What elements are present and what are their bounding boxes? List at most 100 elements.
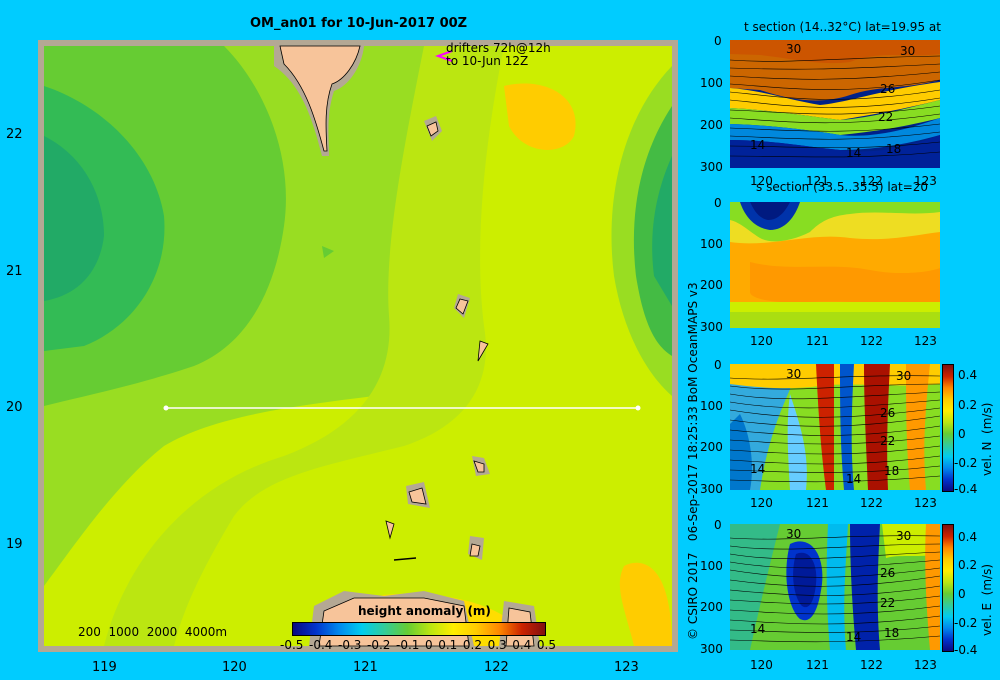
panel-n-xtick: 120 bbox=[750, 496, 773, 510]
panel-e-xtick: 120 bbox=[750, 658, 773, 672]
panel-e-label: 26 bbox=[880, 566, 896, 580]
panel-t-label: 30 bbox=[786, 42, 802, 56]
panel-e-ytick: 200 bbox=[700, 600, 723, 614]
panel-s-xtick: 120 bbox=[750, 334, 773, 348]
cbar-tick: 0.2 bbox=[462, 638, 482, 652]
height-colorbar bbox=[292, 622, 546, 636]
panel-t-xtick: 120 bbox=[750, 174, 773, 188]
panel-n-label: 14 bbox=[750, 462, 766, 476]
vel-e-cbar-tick: 0.4 bbox=[958, 530, 978, 544]
panel-e-xtick: 122 bbox=[860, 658, 883, 672]
velocity-north-section bbox=[729, 364, 941, 490]
panel-s-ytick: 0 bbox=[714, 196, 722, 210]
panel-e-label: 14 bbox=[750, 622, 766, 636]
cbar-tick: 0.3 bbox=[487, 638, 507, 652]
panel-t-ytick: 0 bbox=[714, 34, 722, 48]
panel-n-xtick: 121 bbox=[806, 496, 829, 510]
lat-tick-19: 19 bbox=[6, 537, 23, 552]
panel-n-xtick: 123 bbox=[914, 496, 937, 510]
height-anomaly-map bbox=[38, 40, 678, 652]
panel-s-ytick: 300 bbox=[700, 320, 723, 334]
panel-t-label: 18 bbox=[886, 142, 902, 156]
cbar-tick: 0.4 bbox=[512, 638, 532, 652]
panel-e-label: 30 bbox=[896, 529, 912, 543]
panel-n-ytick: 100 bbox=[700, 399, 723, 413]
cbar-tick: -0.5 bbox=[280, 638, 304, 652]
vel-e-colorbar-label: vel. E (m/s) bbox=[980, 563, 994, 636]
panel-n-label: 30 bbox=[896, 369, 912, 383]
panel-n-ytick: 200 bbox=[700, 440, 723, 454]
panel-n-label: 22 bbox=[880, 434, 896, 448]
vel-n-cbar-tick: 0 bbox=[958, 427, 966, 441]
panel-n-ytick: 0 bbox=[714, 358, 722, 372]
lon-tick-121: 121 bbox=[353, 660, 378, 675]
section-line bbox=[163, 405, 641, 411]
panel-t-label: 30 bbox=[900, 44, 916, 58]
vel-n-cbar-tick: 0.4 bbox=[958, 368, 978, 382]
panel-e-label: 18 bbox=[884, 626, 900, 640]
lat-tick-22: 22 bbox=[6, 127, 23, 142]
cbar-tick: 0.1 bbox=[438, 638, 458, 652]
cbar-tick: 0 bbox=[425, 638, 433, 652]
lon-tick-122: 122 bbox=[484, 660, 509, 675]
panel-n-xtick: 122 bbox=[860, 496, 883, 510]
panel-e-ytick: 0 bbox=[714, 518, 722, 532]
panel-e-label: 14 bbox=[846, 630, 862, 644]
colorbar-ticks: -0.5 -0.4 -0.3 -0.2 -0.1 0 0.1 0.2 0.3 0… bbox=[280, 638, 556, 652]
panel-t-ytick: 300 bbox=[700, 160, 723, 174]
panel-n-label: 26 bbox=[880, 406, 896, 420]
panel-e-xtick: 121 bbox=[806, 658, 829, 672]
panel-t-label: 22 bbox=[878, 110, 894, 124]
vel-e-cbar-tick: -0.4 bbox=[954, 643, 978, 657]
panel-n-label: 18 bbox=[884, 464, 900, 478]
colorbar-title: height anomaly (m) bbox=[358, 604, 491, 618]
panel-e-ytick: 100 bbox=[700, 559, 723, 573]
panel-s-ytick: 200 bbox=[700, 278, 723, 292]
panel-n-label: 14 bbox=[846, 472, 862, 486]
panel-t-label: 14 bbox=[750, 138, 766, 152]
credit-text: © CSIRO 2017 06-Sep-2017 18:25:33 BoM Oc… bbox=[686, 282, 700, 640]
vel-n-colorbar-label: vel. N (m/s) bbox=[980, 402, 994, 476]
lon-tick-123: 123 bbox=[614, 660, 639, 675]
panel-t-ytick: 200 bbox=[700, 118, 723, 132]
cbar-tick: -0.4 bbox=[309, 638, 333, 652]
cbar-tick: -0.2 bbox=[367, 638, 391, 652]
velocity-east-section bbox=[729, 524, 941, 650]
cbar-tick: -0.3 bbox=[338, 638, 362, 652]
drifters-label-line2: to 10-Jun 12Z bbox=[446, 54, 529, 68]
panel-t-ytick: 100 bbox=[700, 76, 723, 90]
panel-t-title: t section (14..32°C) lat=19.95 at bbox=[744, 20, 941, 34]
panel-s-xtick: 122 bbox=[860, 334, 883, 348]
panel-s-ytick: 100 bbox=[700, 237, 723, 251]
panel-t-label: 26 bbox=[880, 82, 896, 96]
vel-e-colorbar bbox=[942, 524, 954, 652]
lon-tick-119: 119 bbox=[92, 660, 117, 675]
panel-s-xtick: 121 bbox=[806, 334, 829, 348]
vel-n-colorbar bbox=[942, 364, 954, 492]
panel-t-xtick: 121 bbox=[806, 174, 829, 188]
panel-e-xtick: 123 bbox=[914, 658, 937, 672]
depth-legend: 200 1000 2000 4000m bbox=[78, 625, 228, 639]
panel-e-ytick: 300 bbox=[700, 642, 723, 656]
drifters-label-line1: drifters 72h@12h bbox=[446, 41, 551, 55]
lat-tick-21: 21 bbox=[6, 264, 23, 279]
cbar-tick: -0.1 bbox=[396, 638, 420, 652]
lat-tick-20: 20 bbox=[6, 400, 23, 415]
map-title: OM_an01 for 10-Jun-2017 00Z bbox=[250, 16, 468, 31]
lon-tick-120: 120 bbox=[222, 660, 247, 675]
panel-t-xtick: 123 bbox=[914, 174, 937, 188]
vel-e-cbar-tick: -0.2 bbox=[954, 616, 978, 630]
panel-e-label: 30 bbox=[786, 527, 802, 541]
panel-n-ytick: 300 bbox=[700, 482, 723, 496]
panel-n-label: 30 bbox=[786, 367, 802, 381]
panel-t-label: 14 bbox=[846, 146, 862, 160]
vel-n-cbar-tick: 0.2 bbox=[958, 398, 978, 412]
salinity-section bbox=[730, 202, 940, 328]
panel-s-xtick: 123 bbox=[914, 334, 937, 348]
vel-e-cbar-tick: 0 bbox=[958, 587, 966, 601]
vel-n-cbar-tick: -0.2 bbox=[954, 456, 978, 470]
cbar-tick: 0.5 bbox=[536, 638, 556, 652]
panel-s-title: s section (33.5..35.5) lat=20 bbox=[756, 180, 929, 194]
vel-n-cbar-tick: -0.4 bbox=[954, 482, 978, 496]
panel-e-label: 22 bbox=[880, 596, 896, 610]
